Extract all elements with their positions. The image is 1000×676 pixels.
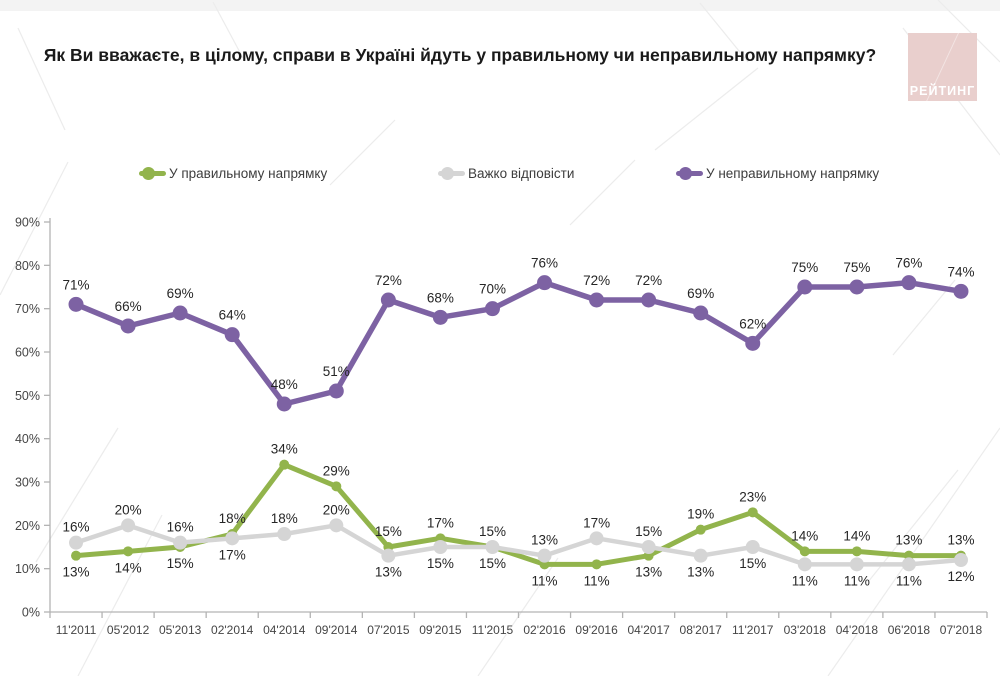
rating-logo-text: РЕЙТИНГ [909, 83, 976, 98]
svg-text:05'2012: 05'2012 [107, 623, 150, 637]
svg-text:64%: 64% [219, 308, 246, 323]
svg-text:13%: 13% [63, 565, 90, 580]
svg-text:07'2015: 07'2015 [367, 623, 410, 637]
svg-text:04'2018: 04'2018 [836, 623, 879, 637]
page-title: Як Ви вважаєте, в цілому, справи в Украї… [43, 45, 877, 65]
svg-text:06'2018: 06'2018 [888, 623, 931, 637]
svg-text:15%: 15% [375, 524, 402, 539]
svg-text:11%: 11% [532, 573, 558, 588]
svg-text:05'2013: 05'2013 [159, 623, 202, 637]
svg-text:51%: 51% [323, 364, 350, 379]
legend-item-hard-to-answer: Важко відповісти [438, 162, 574, 184]
svg-text:17%: 17% [427, 515, 454, 530]
svg-text:04'2017: 04'2017 [627, 623, 670, 637]
chart-legend: У правильному напрямку Важко відповісти … [0, 162, 1000, 184]
svg-text:75%: 75% [791, 260, 818, 275]
legend-item-wrong-direction: У неправильному напрямку [676, 162, 879, 184]
line-marker-icon [139, 166, 166, 180]
svg-text:14%: 14% [791, 528, 818, 543]
line-marker-icon [676, 166, 703, 180]
svg-text:13%: 13% [895, 533, 922, 548]
top-strip [0, 0, 1000, 11]
svg-text:03'2018: 03'2018 [784, 623, 827, 637]
svg-text:18%: 18% [219, 511, 246, 526]
svg-text:11%: 11% [896, 573, 922, 588]
svg-text:29%: 29% [323, 463, 350, 478]
legend-label: У неправильному напрямку [706, 165, 880, 181]
svg-text:11'2017: 11'2017 [732, 623, 774, 637]
legend-item-right-direction: У правильному напрямку [139, 162, 327, 184]
svg-text:11%: 11% [844, 573, 870, 588]
svg-text:0%: 0% [22, 606, 40, 620]
svg-text:74%: 74% [947, 264, 974, 279]
svg-text:62%: 62% [739, 316, 766, 331]
svg-text:34%: 34% [271, 442, 298, 457]
svg-text:90%: 90% [15, 216, 40, 230]
svg-text:16%: 16% [63, 520, 90, 535]
svg-text:07'2018: 07'2018 [940, 623, 983, 637]
svg-text:11'2015: 11'2015 [472, 623, 514, 637]
legend-label: Важко відповісти [468, 165, 575, 181]
svg-text:10%: 10% [15, 562, 40, 576]
svg-text:02'2014: 02'2014 [211, 623, 254, 637]
svg-text:76%: 76% [531, 256, 558, 271]
svg-text:70%: 70% [479, 282, 506, 297]
svg-text:72%: 72% [635, 273, 662, 288]
svg-text:20%: 20% [15, 519, 40, 533]
svg-text:50%: 50% [15, 389, 40, 403]
svg-text:13%: 13% [635, 565, 662, 580]
svg-text:60%: 60% [15, 346, 40, 360]
svg-text:30%: 30% [15, 476, 40, 490]
svg-text:15%: 15% [739, 556, 766, 571]
svg-text:13%: 13% [375, 565, 402, 580]
svg-text:66%: 66% [115, 299, 142, 314]
svg-text:15%: 15% [479, 524, 506, 539]
svg-text:68%: 68% [427, 290, 454, 305]
svg-text:69%: 69% [687, 286, 714, 301]
svg-text:40%: 40% [15, 432, 40, 446]
svg-text:14%: 14% [115, 560, 142, 575]
svg-text:20%: 20% [115, 502, 142, 517]
svg-text:72%: 72% [375, 273, 402, 288]
svg-text:80%: 80% [15, 259, 40, 273]
svg-text:14%: 14% [843, 528, 870, 543]
svg-text:72%: 72% [583, 273, 610, 288]
svg-text:76%: 76% [895, 256, 922, 271]
svg-text:15%: 15% [167, 556, 194, 571]
svg-text:17%: 17% [583, 515, 610, 530]
svg-text:71%: 71% [63, 277, 90, 292]
svg-text:69%: 69% [167, 286, 194, 301]
svg-text:48%: 48% [271, 377, 298, 392]
svg-text:15%: 15% [427, 556, 454, 571]
rating-logo: РЕЙТИНГ [908, 33, 977, 101]
legend-label: У правильному напрямку [169, 165, 328, 181]
svg-text:19%: 19% [687, 507, 714, 522]
svg-text:23%: 23% [739, 489, 766, 504]
svg-text:20%: 20% [323, 502, 350, 517]
svg-text:17%: 17% [219, 547, 246, 562]
svg-text:16%: 16% [167, 520, 194, 535]
svg-text:02'2016: 02'2016 [523, 623, 566, 637]
svg-text:18%: 18% [271, 511, 298, 526]
svg-text:15%: 15% [479, 556, 506, 571]
svg-text:13%: 13% [687, 565, 714, 580]
svg-text:11%: 11% [584, 573, 610, 588]
svg-text:09'2015: 09'2015 [419, 623, 462, 637]
svg-text:11%: 11% [792, 573, 818, 588]
svg-text:75%: 75% [843, 260, 870, 275]
svg-text:13%: 13% [531, 533, 558, 548]
svg-text:09'2016: 09'2016 [575, 623, 618, 637]
svg-text:08'2017: 08'2017 [680, 623, 723, 637]
svg-text:09'2014: 09'2014 [315, 623, 358, 637]
svg-text:04'2014: 04'2014 [263, 623, 306, 637]
svg-text:12%: 12% [947, 569, 974, 584]
line-marker-icon [438, 166, 465, 180]
svg-text:11'2011: 11'2011 [56, 623, 97, 637]
svg-text:70%: 70% [15, 302, 40, 316]
svg-text:15%: 15% [635, 524, 662, 539]
svg-text:13%: 13% [947, 533, 974, 548]
